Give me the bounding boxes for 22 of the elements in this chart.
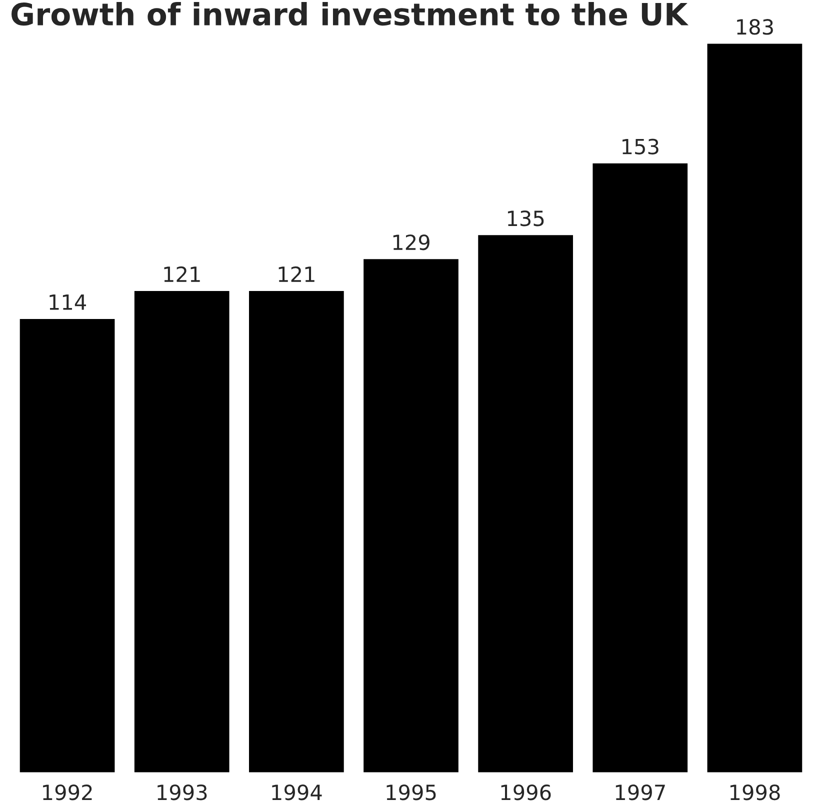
bar (18, 318, 116, 773)
bar (248, 290, 346, 773)
chart-title: Growth of inward investment to the UK (12, 2, 689, 26)
bar (591, 162, 689, 773)
x-tick-label: 1995 (386, 784, 436, 800)
data-label: 121 (278, 266, 314, 282)
x-tick-label: 1997 (616, 784, 665, 800)
x-tick-label: 1996 (501, 784, 551, 800)
x-tick-label: 1992 (43, 784, 92, 800)
data-label: 183 (737, 19, 773, 35)
data-label: 135 (508, 210, 544, 226)
data-label: 153 (622, 138, 658, 154)
x-tick-label: 1994 (272, 784, 322, 800)
bar (476, 234, 574, 773)
data-label: 121 (164, 266, 200, 282)
x-tick-label: 1998 (730, 784, 780, 800)
bar (133, 290, 231, 773)
bar (362, 258, 460, 773)
x-tick-label: 1993 (158, 784, 207, 800)
data-label: 129 (393, 234, 430, 250)
data-label: 114 (50, 294, 86, 310)
bar (706, 43, 804, 773)
